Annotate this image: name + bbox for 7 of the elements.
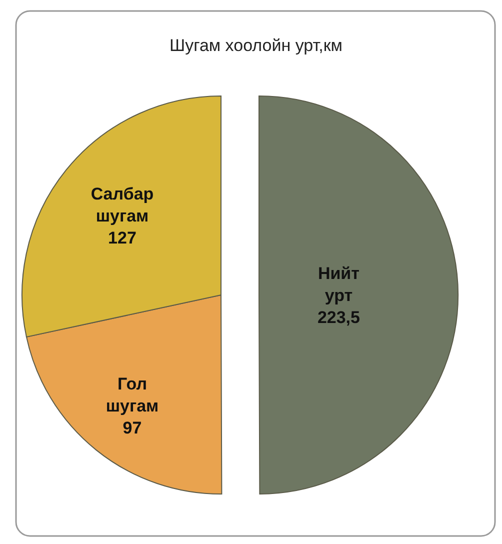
data-label: 97 <box>122 418 142 437</box>
data-label: 223,5 <box>317 307 360 326</box>
slice-label: Гол шугам <box>106 374 159 415</box>
slice-label: Салбар шугам <box>90 184 154 225</box>
slice-label: Нийт урт <box>318 263 360 304</box>
chart-title: Шугам хоолойн урт,км <box>170 36 342 55</box>
data-label: 127 <box>108 228 136 247</box>
